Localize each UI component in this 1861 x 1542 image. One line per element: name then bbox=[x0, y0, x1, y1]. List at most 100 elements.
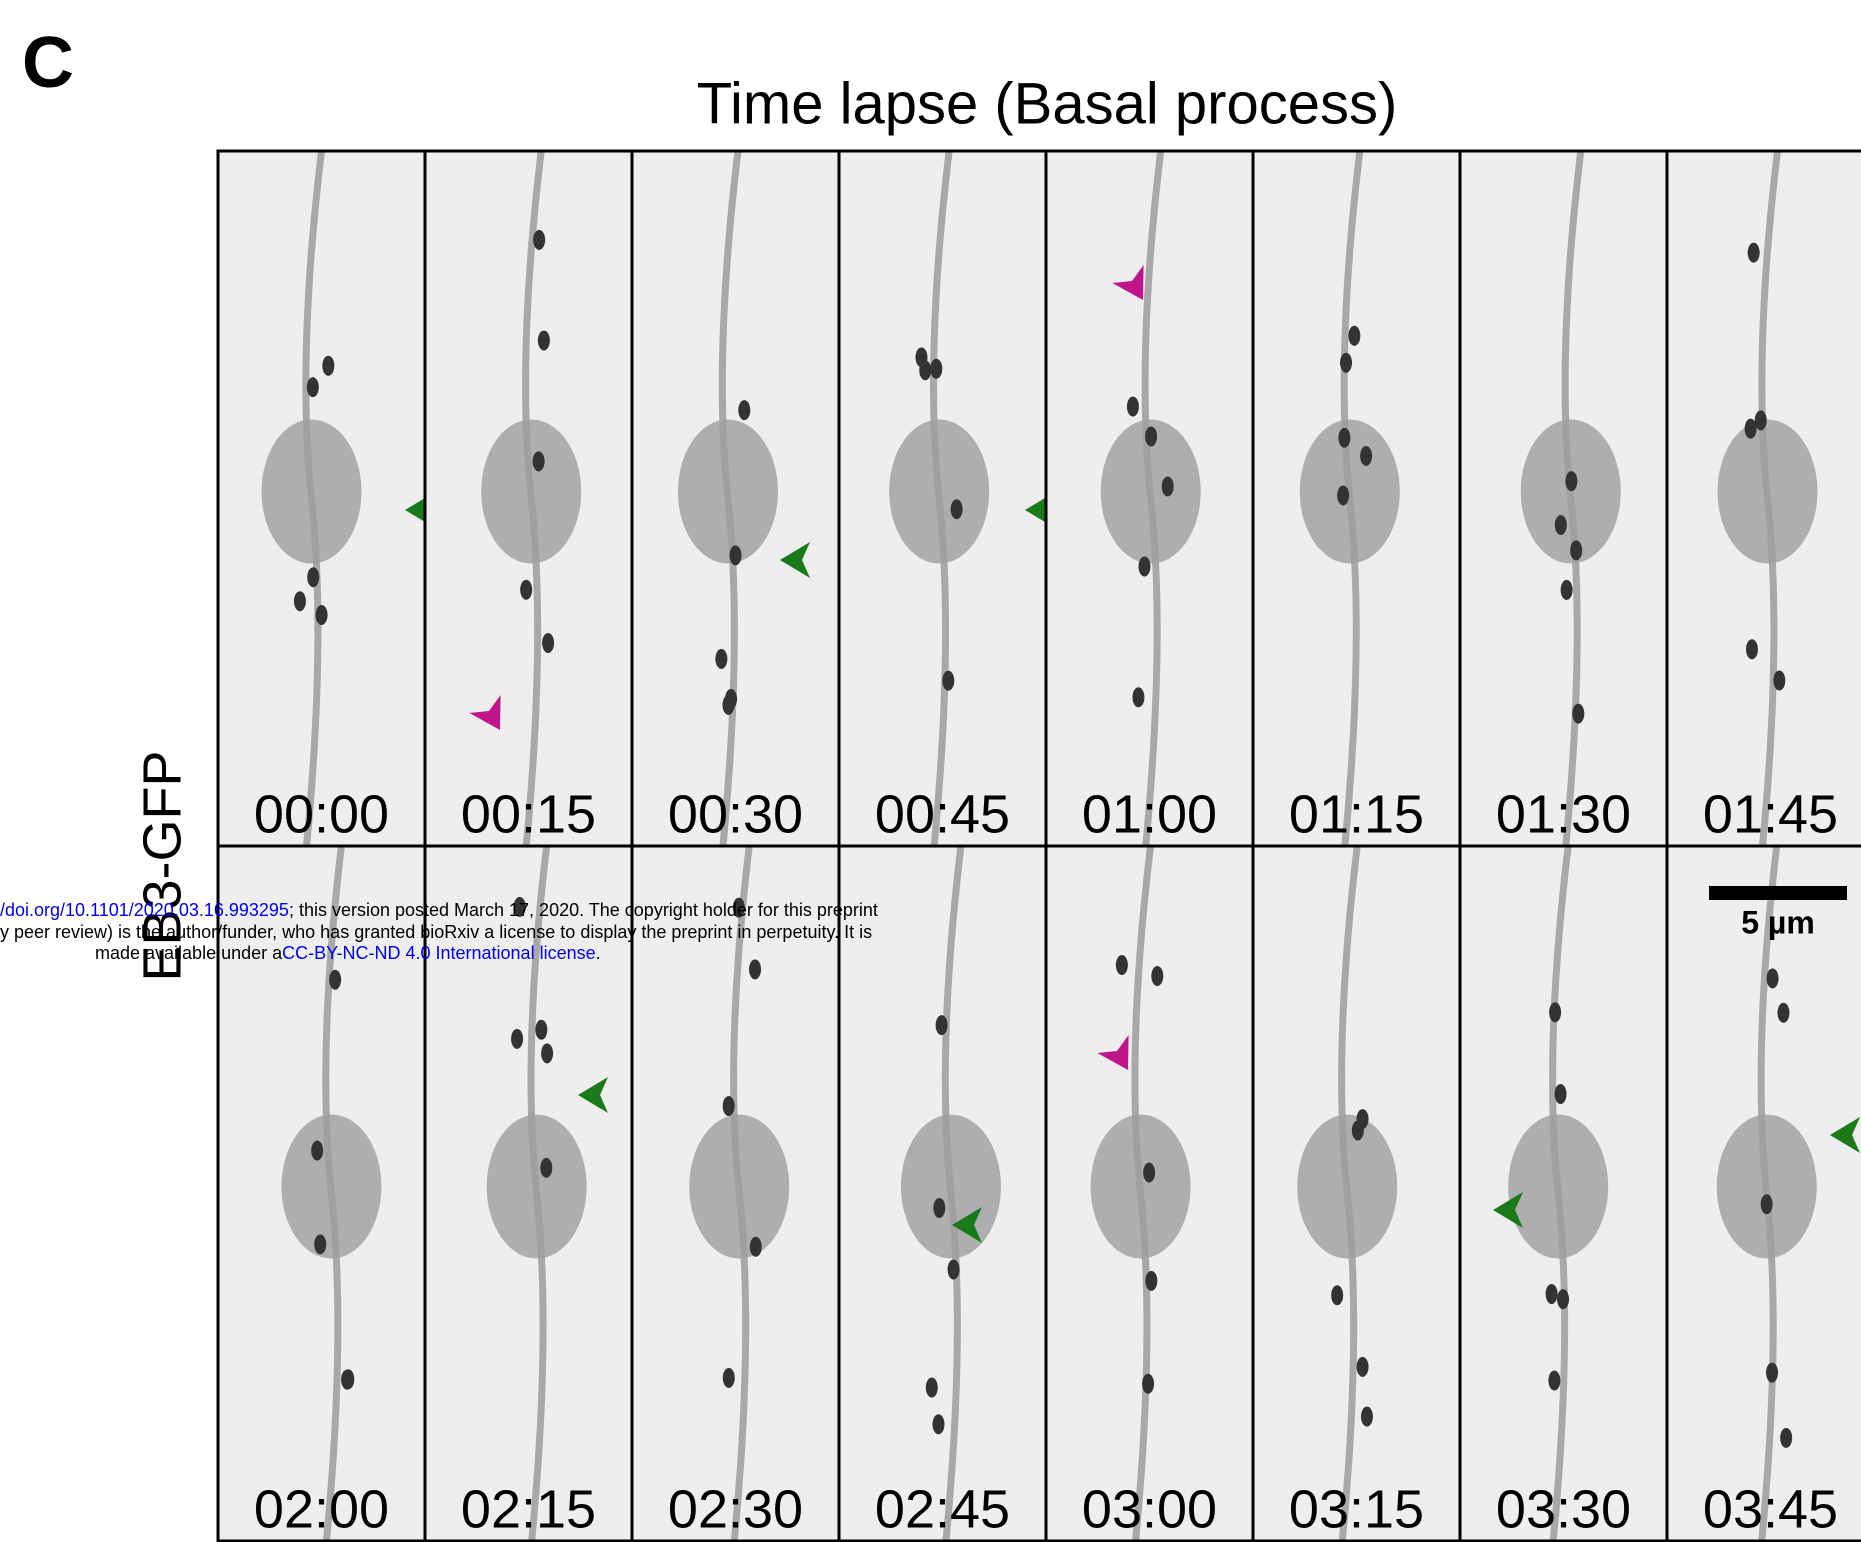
comet bbox=[520, 579, 533, 600]
comet bbox=[942, 670, 955, 691]
cell-body bbox=[689, 1114, 790, 1259]
cell-body bbox=[1100, 419, 1201, 564]
timestamp: 00:15 bbox=[461, 784, 596, 844]
comet bbox=[1766, 968, 1779, 989]
cell-body bbox=[281, 1114, 382, 1259]
timestamp: 01:45 bbox=[1703, 784, 1838, 844]
comet bbox=[311, 1140, 324, 1161]
comet bbox=[532, 451, 545, 472]
comet bbox=[1356, 1109, 1369, 1130]
timestamp: 03:00 bbox=[1082, 1479, 1217, 1539]
comet bbox=[1780, 1427, 1793, 1448]
timestamp: 01:00 bbox=[1082, 784, 1217, 844]
timestamp: 02:00 bbox=[254, 1479, 389, 1539]
comet bbox=[315, 604, 328, 625]
arrowhead bbox=[1830, 1117, 1860, 1153]
comet bbox=[930, 358, 943, 379]
comet bbox=[1548, 1370, 1561, 1391]
comet bbox=[1142, 1373, 1155, 1394]
comet bbox=[1745, 639, 1758, 660]
timestamp: 03:45 bbox=[1703, 1479, 1838, 1539]
comet bbox=[1331, 1285, 1344, 1306]
comet bbox=[1747, 242, 1760, 263]
watermark-line: y peer review) is the author/funder, who… bbox=[0, 922, 872, 942]
comet bbox=[932, 1414, 945, 1435]
comet bbox=[1138, 556, 1151, 577]
comet bbox=[306, 377, 319, 398]
comet bbox=[1760, 1194, 1773, 1215]
comet bbox=[307, 567, 320, 588]
comet bbox=[1340, 352, 1353, 373]
cell-body bbox=[1299, 419, 1400, 564]
comet bbox=[1744, 418, 1757, 439]
comet bbox=[933, 1197, 946, 1218]
cell-body bbox=[486, 1114, 587, 1259]
cell-body bbox=[1520, 419, 1621, 564]
row-label: EB3-GFP bbox=[132, 750, 192, 981]
comet bbox=[1777, 1002, 1790, 1023]
comet bbox=[1360, 445, 1373, 466]
comet bbox=[537, 330, 550, 351]
comet bbox=[314, 1234, 327, 1255]
cell-body bbox=[481, 419, 582, 564]
timestamp: 00:00 bbox=[254, 784, 389, 844]
cell-body bbox=[1508, 1114, 1609, 1259]
watermark: /doi.org/10.1101/2020.03.16.993295; this… bbox=[0, 900, 878, 963]
timestamp: 03:30 bbox=[1496, 1479, 1631, 1539]
comet bbox=[1766, 1362, 1779, 1383]
arrowhead bbox=[469, 695, 501, 731]
comet bbox=[511, 1028, 524, 1049]
comet bbox=[1126, 396, 1139, 417]
comet bbox=[1115, 955, 1128, 976]
comet bbox=[738, 400, 751, 421]
comet bbox=[535, 1019, 548, 1040]
comet bbox=[329, 969, 342, 990]
comet bbox=[1348, 325, 1361, 346]
comet bbox=[715, 648, 728, 669]
comet bbox=[1337, 485, 1350, 506]
comet bbox=[1560, 579, 1573, 600]
panel-border bbox=[1665, 844, 1861, 1542]
comet bbox=[1143, 1162, 1156, 1183]
arrowhead bbox=[578, 1077, 608, 1113]
comet bbox=[322, 355, 335, 376]
timestamp: 02:30 bbox=[668, 1479, 803, 1539]
comet bbox=[341, 1369, 354, 1390]
comet bbox=[749, 1236, 762, 1257]
watermark-text: made available under a bbox=[95, 943, 283, 963]
comet bbox=[732, 897, 745, 918]
comet bbox=[915, 347, 928, 368]
comet bbox=[925, 1377, 938, 1398]
arrowhead bbox=[1112, 265, 1144, 300]
watermark-text: ; this version posted March 17, 2020. Th… bbox=[289, 900, 878, 920]
comet bbox=[935, 1015, 948, 1036]
arrowhead bbox=[952, 1207, 982, 1243]
panel-grid: 00:00 00:15 00:30 00:45 01:00 01:15 01:30 01:45… bbox=[216, 149, 1861, 1542]
comet bbox=[729, 545, 742, 566]
cell-body bbox=[1716, 1114, 1817, 1259]
arrowhead bbox=[1097, 1035, 1129, 1070]
comet bbox=[541, 1043, 554, 1064]
cell-body bbox=[677, 419, 778, 564]
comet bbox=[1754, 410, 1767, 431]
comet bbox=[1145, 1270, 1158, 1291]
comet bbox=[1565, 471, 1578, 492]
comet bbox=[533, 229, 546, 250]
timestamp: 01:15 bbox=[1289, 784, 1424, 844]
cell-body bbox=[1717, 419, 1818, 564]
watermark-line: /doi.org/10.1101/2020.03.16.993295; this… bbox=[0, 900, 878, 920]
timestamp: 01:30 bbox=[1496, 784, 1631, 844]
timestamp: 02:15 bbox=[461, 1479, 596, 1539]
comet bbox=[1554, 514, 1567, 535]
comet bbox=[749, 959, 762, 980]
cell-body bbox=[1090, 1114, 1191, 1259]
watermark-text: /doi.org/10.1101/2020.03.16.993295 bbox=[0, 900, 289, 920]
comet bbox=[1132, 687, 1145, 708]
comet bbox=[950, 499, 963, 520]
comet bbox=[1554, 1084, 1567, 1105]
comet bbox=[1773, 670, 1786, 691]
comet bbox=[1145, 426, 1158, 447]
watermark-text: y peer review) is the author/funder, who… bbox=[0, 922, 872, 942]
arrowhead bbox=[780, 542, 810, 578]
